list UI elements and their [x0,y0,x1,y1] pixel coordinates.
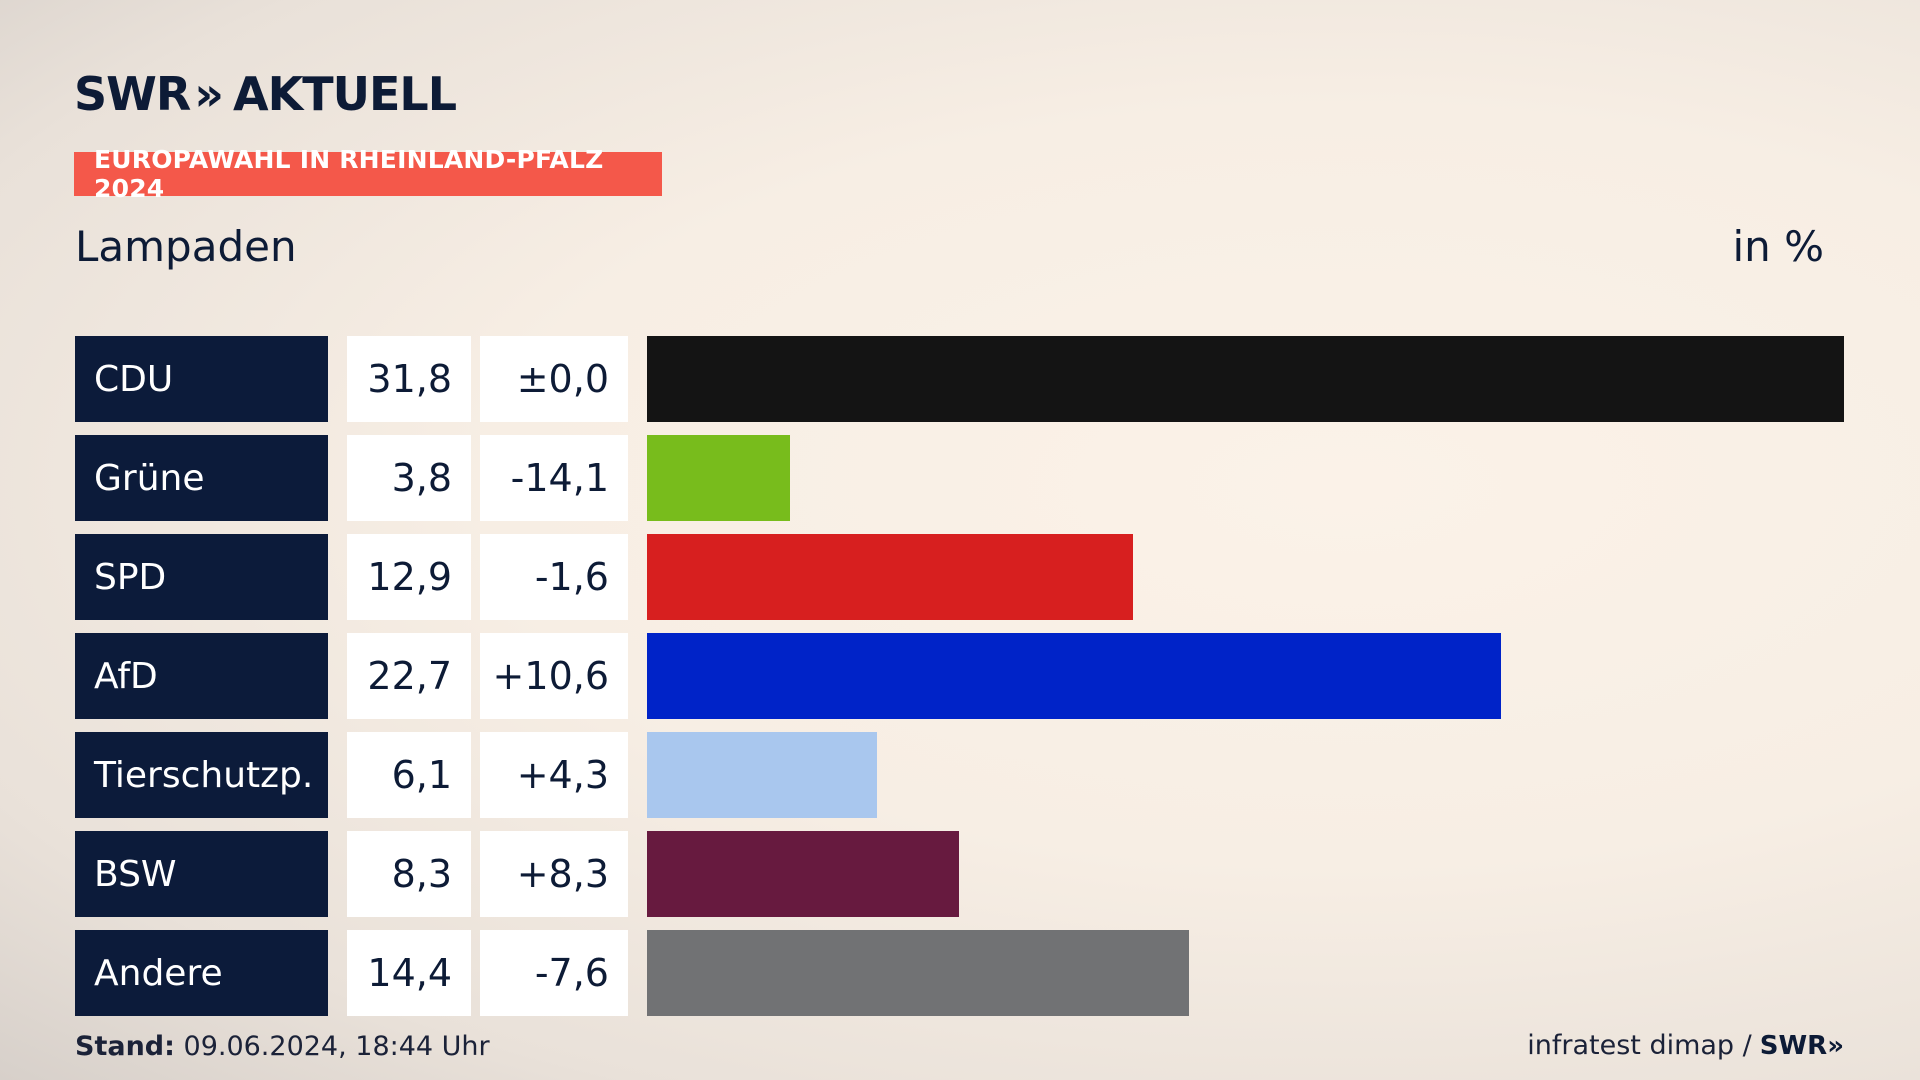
vote-share-label: 14,4 [347,930,471,1016]
change-label: -7,6 [480,930,628,1016]
bar [647,633,1501,719]
party-name: AfD [75,633,328,719]
election-badge: EUROPAWAHL IN RHEINLAND-PFALZ 2024 [74,145,662,203]
change-label: +4,3 [480,732,628,818]
bar [647,435,790,521]
bar [647,534,1133,620]
bar [647,930,1189,1016]
vote-share-label: 3,8 [347,435,471,521]
vote-share-label: 8,3 [347,831,471,917]
logo-section: AKTUELL [233,67,457,121]
bar [647,336,1844,422]
logo-swr: SWR [74,67,191,121]
party-name: Tierschutzp. [75,732,328,818]
unit-label: in % [1732,222,1824,271]
source-text: infratest dimap / [1527,1030,1752,1061]
stand-value: 09.06.2024, 18:44 Uhr [183,1031,490,1062]
change-label: +10,6 [480,633,628,719]
swr-aktuell-logo: SWR » AKTUELL [74,64,457,124]
timestamp: Stand: 09.06.2024, 18:44 Uhr [75,1031,490,1062]
party-name: SPD [75,534,328,620]
party-name: Andere [75,930,328,1016]
source-credit: infratest dimap / SWR» [1527,1030,1844,1061]
party-name: BSW [75,831,328,917]
party-name: CDU [75,336,328,422]
change-label: ±0,0 [480,336,628,422]
change-label: -14,1 [480,435,628,521]
bar [647,732,877,818]
source-brand: SWR [1759,1030,1828,1061]
source-chevrons-icon: » [1827,1030,1844,1061]
bar [647,831,959,917]
party-name: Grüne [75,435,328,521]
chevrons-icon: » [194,67,224,121]
region-title: Lampaden [75,222,297,271]
vote-share-label: 31,8 [347,336,471,422]
change-label: -1,6 [480,534,628,620]
change-label: +8,3 [480,831,628,917]
vote-share-label: 22,7 [347,633,471,719]
source-logo: SWR» [1760,1031,1844,1061]
stand-label: Stand: [75,1031,175,1062]
vote-share-label: 6,1 [347,732,471,818]
vote-share-label: 12,9 [347,534,471,620]
